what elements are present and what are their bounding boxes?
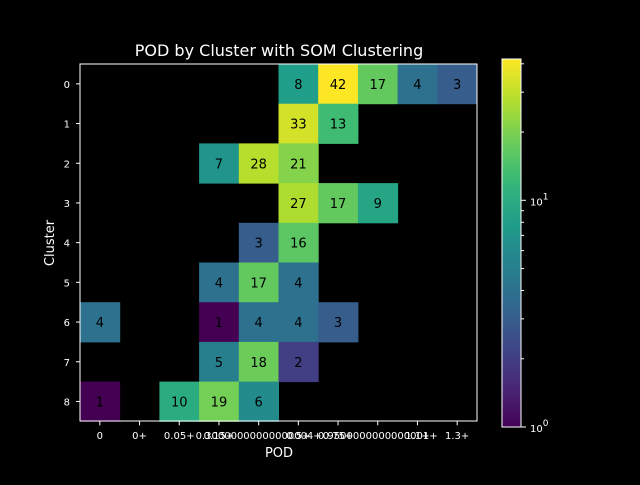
cell-value-label: 9 (374, 197, 382, 212)
y-tick-label: 4 (64, 239, 70, 250)
x-axis-ticks: 0 0+ 0.05+ 0.15+0.30000000000000004+0.5+ 0.7… (97, 421, 469, 442)
cell-value-label: 21 (290, 157, 307, 172)
heatmap-cell (318, 183, 359, 224)
x-tick-label: 1.3+ (445, 431, 469, 442)
colorbar-ticks: 100 101 (521, 63, 549, 435)
cell-value-label: 6 (255, 395, 263, 410)
heatmap-cell (199, 302, 240, 343)
heatmap-cell (278, 222, 319, 263)
cell-value-label: 3 (334, 316, 342, 331)
cell-value-label: 33 (290, 118, 307, 133)
cell-value-label: 4 (294, 316, 302, 331)
y-tick-label: 6 (64, 318, 70, 329)
cell-value-label: 18 (250, 356, 267, 371)
cell-value-label: 4 (294, 276, 302, 291)
cell-value-label: 1 (215, 316, 223, 331)
cell-value-label: 4 (96, 316, 104, 331)
y-tick-label: 7 (64, 358, 70, 369)
cell-value-label: 5 (215, 356, 223, 371)
x-tick-label: 0.30000000000000004+ (196, 431, 322, 442)
y-axis-label: Cluster (43, 219, 58, 266)
heatmap-cell (278, 143, 319, 184)
heatmap-cell (159, 381, 200, 422)
heatmap-cell (397, 64, 438, 105)
heatmap-cell (357, 64, 399, 105)
colorbar-tick-label: 101 (530, 192, 548, 208)
cell-value-label: 3 (453, 78, 461, 93)
cell-value-label: 19 (211, 395, 228, 410)
x-tick-label: 0.5+ (286, 431, 310, 442)
x-tick-label: 0.15+ (204, 431, 235, 442)
heatmap-cell (357, 183, 399, 224)
heatmap-cell (238, 302, 279, 343)
cell-value-label: 17 (330, 197, 347, 212)
heatmap-cell (278, 262, 319, 303)
heatmap-cell (278, 64, 319, 105)
y-tick-label: 1 (64, 120, 70, 131)
heatmap-cell (238, 143, 279, 184)
heatmap-cell (238, 222, 279, 263)
y-tick-label: 8 (64, 397, 70, 408)
cell-value-label: 7 (215, 157, 223, 172)
heatmap-cell (318, 103, 359, 144)
y-tick-label: 5 (64, 278, 70, 289)
heatmap-cell (318, 64, 359, 105)
heatmap-cell (278, 302, 319, 343)
heatmap-cell (199, 341, 240, 383)
cell-value-label: 8 (294, 78, 302, 93)
x-axis-label: POD (265, 446, 293, 461)
heatmap-cell (278, 341, 319, 383)
heatmap-cell (278, 183, 319, 224)
cell-value-label: 4 (413, 78, 421, 93)
y-tick-label: 2 (64, 159, 70, 170)
heatmap-cell (318, 302, 359, 343)
y-tick-label: 3 (64, 199, 70, 210)
heatmap-cell (80, 381, 121, 422)
x-tick-label: 0.05+ (164, 431, 195, 442)
heatmap-cell (437, 64, 478, 105)
cell-value-label: 10 (171, 395, 188, 410)
heatmap-cell (238, 341, 279, 383)
x-tick-label: 0 (97, 431, 103, 442)
cell-value-label: 17 (250, 276, 267, 291)
cell-value-label: 13 (330, 118, 347, 133)
y-axis-ticks: 0 1 2 3 4 5 6 7 8 (64, 80, 80, 408)
x-tick-label: 0+ (132, 431, 147, 442)
cell-value-label: 28 (250, 157, 267, 172)
cell-value-label: 2 (294, 356, 302, 371)
heatmap-cell (278, 103, 319, 144)
x-tick-label: 0.9500000000000001+ (318, 431, 438, 442)
cell-value-label: 17 (369, 78, 386, 93)
x-tick-label: 1.1+ (405, 431, 429, 442)
cell-value-label: 4 (255, 316, 263, 331)
colorbar-tick-label: 100 (530, 419, 549, 435)
cell-value-label: 42 (330, 78, 347, 93)
heatmap-cell (199, 381, 240, 422)
cell-value-label: 16 (290, 237, 307, 252)
colorbar (501, 58, 522, 428)
heatmap-cell (199, 262, 240, 303)
heatmap-cell (238, 381, 279, 422)
cell-value-label: 1 (96, 395, 104, 410)
chart-title: POD by Cluster with SOM Clustering (135, 41, 423, 60)
y-tick-label: 0 (64, 80, 70, 91)
x-tick-label: 0.75+ (323, 431, 354, 442)
heatmap-cell (199, 143, 240, 184)
cell-value-label: 4 (215, 276, 223, 291)
cell-value-label: 3 (255, 237, 263, 252)
heatmap-cell (238, 262, 279, 303)
cell-value-label: 27 (290, 197, 307, 212)
heatmap-cell (80, 302, 121, 343)
